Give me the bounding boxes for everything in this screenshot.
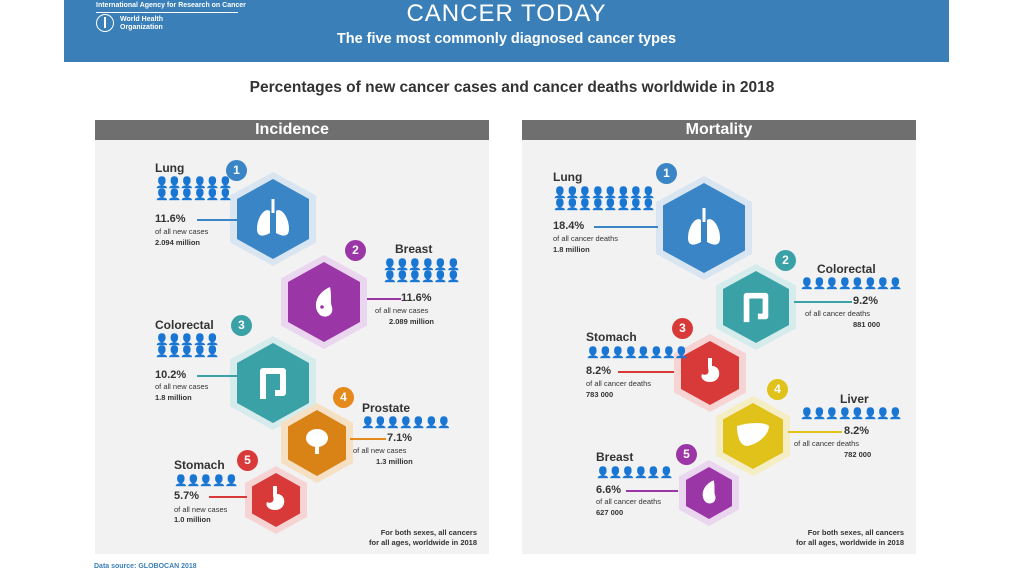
page-subtitle: The five most commonly diagnosed cancer … bbox=[336, 31, 677, 47]
cancer-label: of all cancer deaths bbox=[794, 439, 860, 448]
people-icon-row: 👤👤👤👤👤 👤👤👤👤👤 bbox=[155, 334, 219, 358]
lungs-hex bbox=[230, 172, 316, 266]
cancer-label: of all new cases bbox=[375, 306, 429, 315]
rank-badge: 1 bbox=[226, 160, 247, 181]
cancer-percentage: 9.2% bbox=[853, 295, 879, 307]
rank-badge: 2 bbox=[345, 240, 366, 261]
people-icon-row: 👤👤👤👤👤👤 bbox=[596, 467, 673, 479]
cancer-count: 783 000 bbox=[586, 390, 614, 399]
cancer-label: of all new cases bbox=[155, 382, 209, 391]
stomach-hex bbox=[674, 334, 746, 412]
people-icon-row: 👤👤👤👤👤👤 👤👤👤👤👤👤 bbox=[383, 259, 460, 283]
panel-footnote: For both sexes, all cancers for all ages,… bbox=[796, 528, 904, 547]
cancer-name: Liver bbox=[840, 392, 869, 406]
connector-line bbox=[209, 496, 247, 498]
rank-badge: 2 bbox=[775, 250, 796, 271]
data-source: Data source: GLOBOCAN 2018 bbox=[94, 563, 197, 570]
panel-footnote: For both sexes, all cancers for all ages,… bbox=[369, 528, 477, 547]
cancer-name: Colorectal bbox=[155, 318, 214, 332]
cancer-count: 1.0 million bbox=[174, 515, 211, 524]
cancer-count: 627 000 bbox=[596, 508, 624, 517]
connector-line bbox=[788, 431, 842, 433]
rank-badge: 3 bbox=[672, 318, 693, 339]
stomach-icon bbox=[266, 486, 285, 510]
cancer-percentage: 18.4% bbox=[553, 220, 585, 232]
cancer-count: 881 000 bbox=[853, 320, 881, 329]
cancer-percentage: 10.2% bbox=[155, 369, 187, 381]
rank-badge: 4 bbox=[767, 379, 788, 400]
cancer-count: 1.8 million bbox=[553, 245, 590, 254]
who-logo-icon bbox=[96, 14, 114, 32]
lungs-icon bbox=[257, 199, 289, 236]
rank-badge: 4 bbox=[333, 387, 354, 408]
incidence-panel: Incidence 1 Lung 👤👤👤👤👤👤 👤👤👤👤👤👤 11.6% of a… bbox=[95, 120, 489, 554]
mortality-heading: Mortality bbox=[522, 120, 916, 140]
stomach-icon bbox=[701, 358, 720, 382]
cancer-percentage: 8.2% bbox=[844, 425, 870, 437]
breast-icon bbox=[702, 480, 716, 504]
colon-icon bbox=[743, 292, 769, 323]
rank-badge: 5 bbox=[237, 450, 258, 471]
cancer-name: Colorectal bbox=[817, 262, 876, 276]
cancer-label: of all cancer deaths bbox=[553, 234, 619, 243]
cancer-percentage: 6.6% bbox=[596, 484, 622, 496]
connector-line bbox=[197, 375, 237, 377]
people-icon-row: 👤👤👤👤👤👤👤👤 bbox=[800, 408, 903, 420]
cancer-percentage: 11.6% bbox=[155, 213, 186, 225]
cancer-label: of all cancer deaths bbox=[596, 497, 662, 506]
people-icon-row: 👤👤👤👤👤👤👤 bbox=[361, 417, 451, 429]
cancer-percentage: 8.2% bbox=[586, 365, 612, 377]
colon-hex bbox=[230, 336, 316, 430]
cancer-count: 782 000 bbox=[844, 450, 872, 459]
people-icon-row: 👤👤👤👤👤👤👤👤 bbox=[586, 347, 689, 359]
connector-line bbox=[626, 490, 678, 492]
header-banner: International Agency for Research on Can… bbox=[64, 0, 949, 62]
colon-icon bbox=[260, 368, 286, 399]
cancer-count: 1.3 million bbox=[376, 457, 413, 466]
incidence-heading: Incidence bbox=[95, 120, 489, 140]
cancer-label: of all cancer deaths bbox=[805, 309, 871, 318]
cancer-name: Stomach bbox=[174, 458, 225, 472]
cancer-count: 2.094 million bbox=[155, 238, 201, 247]
cancer-percentage: 7.1% bbox=[387, 432, 413, 444]
cancer-name: Lung bbox=[155, 161, 185, 175]
cancer-name: Breast bbox=[596, 450, 634, 464]
connector-line bbox=[794, 301, 852, 303]
mortality-panel: Mortality 1 Lung 👤👤👤👤👤👤👤👤 👤👤👤👤👤👤👤👤 18.4% … bbox=[522, 120, 916, 554]
breast-hex bbox=[679, 460, 739, 526]
liver-icon bbox=[737, 423, 769, 446]
people-icon-row: 👤👤👤👤👤 bbox=[174, 475, 238, 487]
rank-badge: 5 bbox=[676, 444, 697, 465]
cancer-label: of all new cases bbox=[174, 505, 228, 514]
cancer-percentage: 5.7% bbox=[174, 490, 200, 502]
cancer-count: 2.089 million bbox=[389, 317, 435, 326]
connector-line bbox=[367, 298, 401, 300]
section-title: Percentages of new cancer cases and canc… bbox=[249, 79, 775, 96]
people-icon-row: 👤👤👤👤👤👤 👤👤👤👤👤👤 bbox=[155, 177, 232, 201]
people-icon-row: 👤👤👤👤👤👤👤👤 👤👤👤👤👤👤👤👤 bbox=[553, 187, 656, 211]
cancer-label: of all cancer deaths bbox=[586, 379, 652, 388]
header-divider bbox=[96, 12, 238, 13]
connector-line bbox=[350, 438, 386, 440]
cancer-name: Prostate bbox=[362, 401, 411, 415]
lungs-icon bbox=[688, 208, 720, 245]
cancer-label: of all new cases bbox=[155, 227, 209, 236]
page-title: CANCER TODAY bbox=[406, 0, 607, 27]
who-name: World Health Organization bbox=[120, 16, 164, 31]
connector-line bbox=[594, 226, 658, 228]
cancer-name: Lung bbox=[553, 170, 583, 184]
cancer-name: Stomach bbox=[586, 330, 637, 344]
cancer-label: of all new cases bbox=[353, 446, 407, 455]
connector-line bbox=[618, 371, 674, 373]
rank-badge: 1 bbox=[656, 163, 677, 184]
iarc-name: International Agency for Research on Can… bbox=[96, 2, 246, 9]
people-icon-row: 👤👤👤👤👤👤👤👤 bbox=[800, 278, 903, 290]
cancer-percentage: 11.6% bbox=[401, 292, 432, 304]
cancer-name: Breast bbox=[395, 242, 433, 256]
rank-badge: 3 bbox=[231, 315, 252, 336]
breast-icon bbox=[315, 287, 333, 317]
prostate-icon bbox=[306, 429, 328, 454]
cancer-count: 1.8 million bbox=[155, 393, 192, 402]
connector-line bbox=[197, 219, 237, 221]
